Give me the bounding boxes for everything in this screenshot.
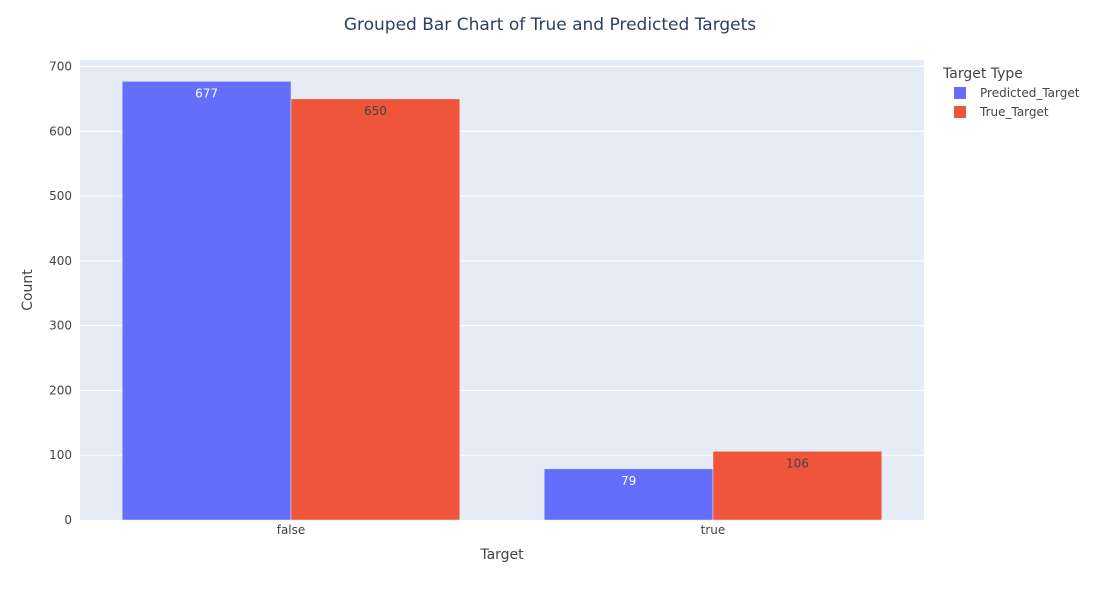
bar-value-label: 650 [364, 104, 387, 118]
legend-swatch [954, 106, 966, 118]
y-tick-label: 500 [49, 189, 72, 203]
y-tick-label: 0 [64, 513, 72, 527]
bar-predicted-target-false[interactable] [121, 81, 292, 521]
x-tick-labels: false true [277, 523, 726, 537]
x-tick-label: false [277, 523, 306, 537]
legend-item-predicted-target[interactable]: Predicted_Target [954, 86, 1080, 100]
legend-item-true-target[interactable]: True_Target [954, 105, 1049, 119]
legend-label: True_Target [979, 105, 1049, 119]
legend-items[interactable]: Predicted_Target True_Target [954, 86, 1080, 119]
y-axis-title: Count [20, 269, 36, 311]
bar-predicted-target-true[interactable] [543, 468, 714, 521]
legend-label: Predicted_Target [980, 86, 1080, 100]
legend-swatch [954, 87, 966, 99]
y-tick-label: 300 [49, 319, 72, 333]
bars [121, 81, 883, 521]
bar-true-target-false[interactable] [290, 98, 461, 521]
legend-title: Target Type [942, 66, 1023, 82]
bar-true-target-true[interactable] [712, 451, 883, 521]
y-tick-label: 600 [49, 124, 72, 138]
y-tick-label: 200 [49, 383, 72, 397]
y-tick-label: 700 [49, 59, 72, 73]
chart-title: Grouped Bar Chart of True and Predicted … [344, 15, 756, 35]
x-tick-label: true [701, 523, 726, 537]
y-tick-label: 400 [49, 254, 72, 268]
legend[interactable]: Target Type Predicted_Target True_Target [942, 66, 1080, 119]
x-axis-title: Target [479, 547, 524, 563]
y-tick-label: 100 [49, 448, 72, 462]
bar-value-label: 106 [786, 456, 809, 470]
y-tick-labels: 0 100 200 300 400 500 600 700 [49, 59, 72, 527]
bar-value-labels: 677 650 79 106 [195, 86, 809, 487]
bar-value-label: 677 [195, 86, 218, 100]
bar-value-label: 79 [621, 474, 636, 488]
